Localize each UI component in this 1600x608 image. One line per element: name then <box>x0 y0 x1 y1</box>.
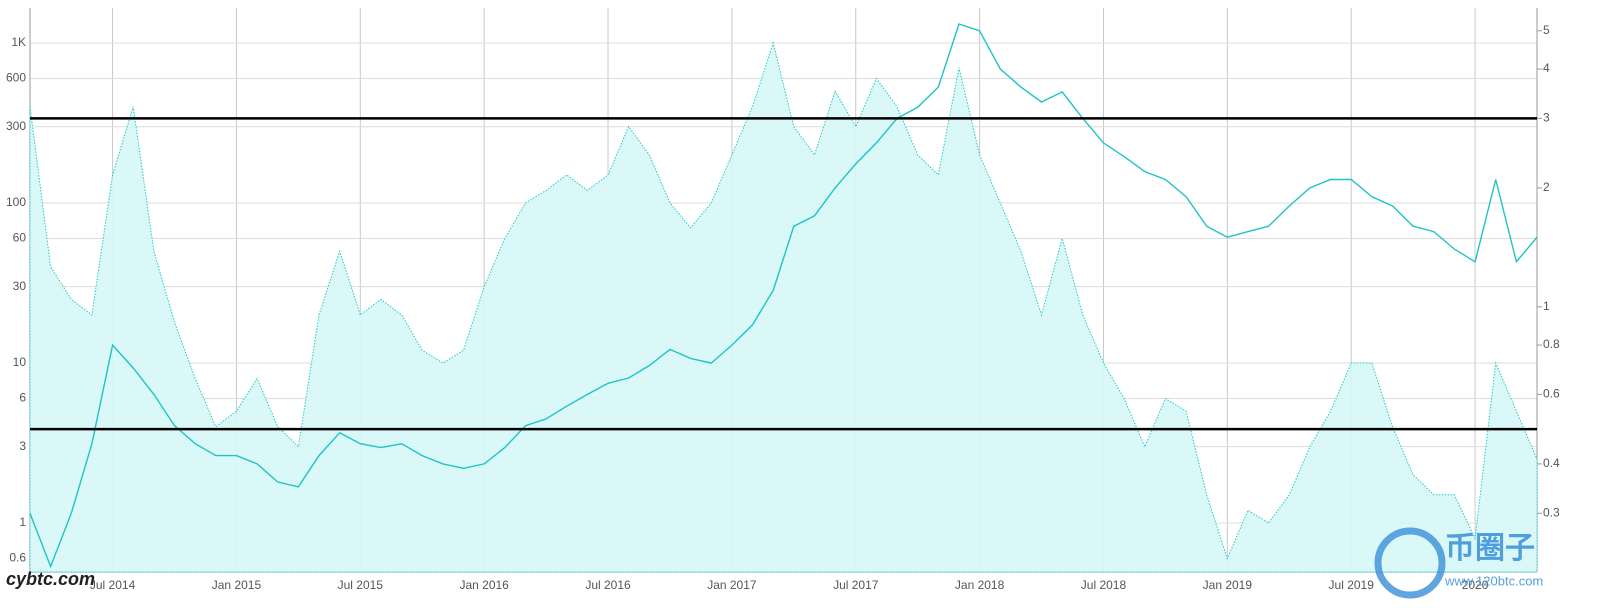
watermark: 币圈子 <box>1445 532 1535 565</box>
area <box>29 41 1538 573</box>
y2-tick-label: 1 <box>1543 299 1550 313</box>
x-tick-label: Jul 2019 <box>1329 578 1375 592</box>
x-tick-label: Jan 2016 <box>459 578 509 592</box>
x-tick-label: Jan 2017 <box>707 578 757 592</box>
y-tick-label: 60 <box>13 231 27 245</box>
watermark: www.120btc.com <box>1444 573 1543 588</box>
y2-tick-label: 0.3 <box>1543 505 1560 519</box>
y-tick-label: 0.6 <box>9 551 26 565</box>
y-tick-label: 1 <box>19 515 26 529</box>
x-tick-label: Jul 2018 <box>1081 578 1127 592</box>
y-tick-label: 3 <box>19 439 26 453</box>
y2-tick-label: 2 <box>1543 180 1550 194</box>
x-tick-label: Jul 2016 <box>585 578 631 592</box>
y-tick-label: 10 <box>13 355 27 369</box>
y-tick-label: 6 <box>19 391 26 405</box>
watermark: cybtc.com <box>6 569 95 589</box>
y-tick-label: 100 <box>6 195 26 209</box>
y-tick-label: 30 <box>13 279 27 293</box>
x-tick-label: Jul 2017 <box>833 578 879 592</box>
y2-tick-label: 0.6 <box>1543 387 1560 401</box>
y2-tick-label: 3 <box>1543 111 1550 125</box>
y2-tick-label: 0.4 <box>1543 456 1560 470</box>
line <box>29 23 1538 569</box>
watermark-logo <box>1374 527 1446 599</box>
y-tick-label: 1K <box>11 35 26 49</box>
x-tick-label: Jan 2015 <box>212 578 262 592</box>
x-tick-label: 2020 <box>1462 578 1489 592</box>
y2-tick-label: 5 <box>1543 23 1550 37</box>
x-tick-label: Jan 2018 <box>955 578 1005 592</box>
x-tick-label: Jul 2014 <box>90 578 136 592</box>
x-tick-label: Jan 2019 <box>1203 578 1253 592</box>
y2-tick-label: 0.8 <box>1543 337 1560 351</box>
y-tick-label: 300 <box>6 119 26 133</box>
y-tick-label: 600 <box>6 71 26 85</box>
x-tick-label: Jul 2015 <box>338 578 384 592</box>
y2-tick-label: 4 <box>1543 61 1550 75</box>
